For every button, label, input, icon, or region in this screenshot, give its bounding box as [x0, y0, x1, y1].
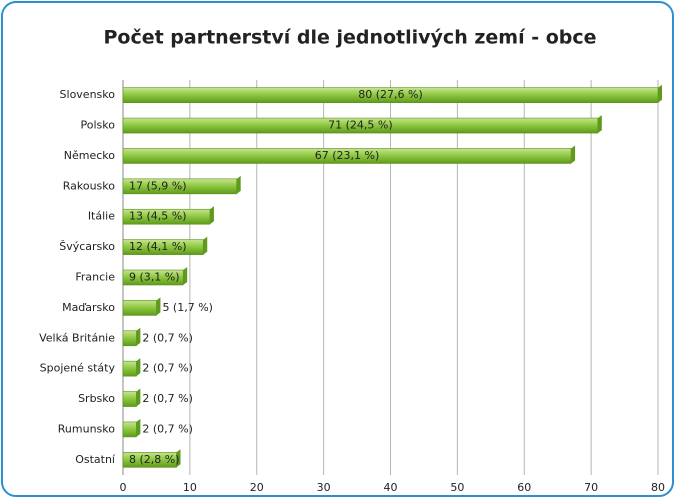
- y-tick-label: Maďarsko: [62, 301, 115, 314]
- y-tick-label: Rumunsko: [58, 422, 115, 435]
- y-tick-label: Polsko: [81, 119, 116, 132]
- value-label: 80 (27,6 %): [358, 88, 423, 101]
- value-label: 5 (1,7 %): [162, 301, 213, 314]
- bar-side: [136, 418, 141, 437]
- bar-side: [183, 267, 188, 285]
- y-tick-label: Německo: [64, 149, 116, 162]
- bar: [122, 300, 157, 316]
- bar-side: [136, 388, 141, 407]
- bar-side: [597, 115, 602, 134]
- bar: [122, 330, 137, 347]
- bar-side: [136, 358, 141, 377]
- y-tick-label: Ostatní: [75, 453, 116, 466]
- x-tick-label: 30: [317, 481, 331, 494]
- value-label: 2 (0,7 %): [142, 422, 193, 435]
- y-tick-label: Spojené státy: [40, 362, 116, 375]
- y-tick-label: Francie: [75, 271, 115, 284]
- x-tick-label: 40: [384, 481, 398, 494]
- x-tick-label: 0: [120, 481, 127, 494]
- x-tick-label: 20: [250, 481, 264, 494]
- value-label: 67 (23,1 %): [315, 149, 380, 162]
- value-label: 13 (4,5 %): [129, 210, 187, 223]
- bar-side: [136, 327, 141, 346]
- bar-side: [176, 449, 181, 468]
- x-tick-label: 70: [584, 481, 598, 494]
- y-tick-label: Srbsko: [78, 392, 115, 405]
- y-tick-label: Švýcarsko: [59, 240, 115, 253]
- bar-side: [571, 145, 576, 164]
- value-label: 2 (0,7 %): [142, 331, 193, 344]
- value-label: 2 (0,7 %): [142, 362, 193, 375]
- x-tick-label: 60: [517, 481, 531, 494]
- value-label: 9 (3,1 %): [129, 271, 180, 284]
- value-label: 8 (2,8 %): [129, 453, 180, 466]
- value-label: 12 (4,1 %): [129, 240, 187, 253]
- x-tick-label: 80: [651, 481, 665, 494]
- bar: [122, 360, 137, 377]
- bar-side: [209, 206, 214, 225]
- bar: [122, 421, 137, 438]
- chart-title: Počet partnerství dle jednotlivých zemí …: [103, 27, 596, 49]
- bar: [122, 391, 137, 407]
- bar-side: [156, 297, 161, 316]
- bar-side: [203, 236, 208, 255]
- bar-side: [658, 84, 662, 103]
- x-tick-label: 10: [183, 481, 197, 494]
- value-label: 2 (0,7 %): [142, 392, 193, 405]
- bar-side: [236, 175, 241, 194]
- x-tick-label: 50: [450, 481, 464, 494]
- y-tick-label: Velká Británie: [39, 331, 115, 344]
- y-tick-label: Slovensko: [60, 88, 116, 101]
- y-tick-label: Rakousko: [63, 179, 116, 192]
- value-label: 17 (5,9 %): [129, 179, 187, 192]
- value-label: 71 (24,5 %): [328, 119, 393, 132]
- y-tick-label: Itálie: [88, 210, 115, 223]
